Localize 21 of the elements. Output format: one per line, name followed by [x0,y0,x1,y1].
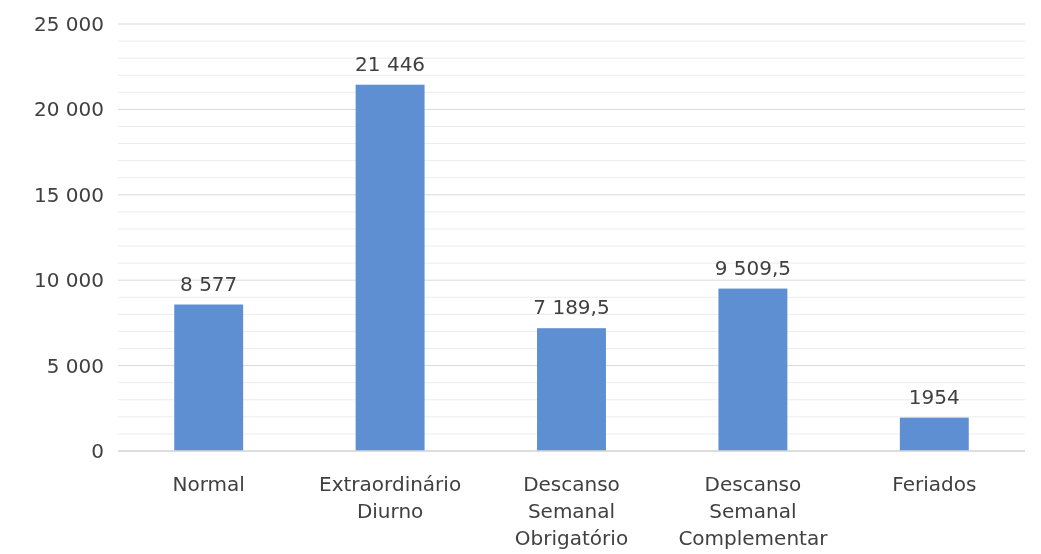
y-tick-label: 20 000 [34,97,104,122]
data-label: 21 446 [355,51,426,76]
data-label: 8 577 [180,271,238,296]
x-tick-label: Normal [172,472,245,496]
data-label: 7 189,5 [533,295,610,320]
bar [899,417,969,451]
data-label: 1954 [908,384,960,409]
y-tick-label: 0 [91,439,104,463]
y-tick-label: 15 000 [34,182,104,207]
bar [174,304,244,451]
y-tick-label: 25 000 [34,12,104,36]
bar [537,328,606,451]
data-label: 9 509,5 [714,255,792,280]
bar [718,288,788,451]
x-tick-label: Feriados [892,472,977,496]
bar [355,84,425,451]
x-tick-label: Extraordinário Diurno [319,472,462,523]
y-tick-label: 10 000 [34,268,104,293]
x-tick-label: Descanso Semanal Complementar [678,472,829,550]
y-tick-label: 5 000 [46,353,104,378]
x-tick-label: Descanso Semanal Obrigatório [514,472,629,550]
